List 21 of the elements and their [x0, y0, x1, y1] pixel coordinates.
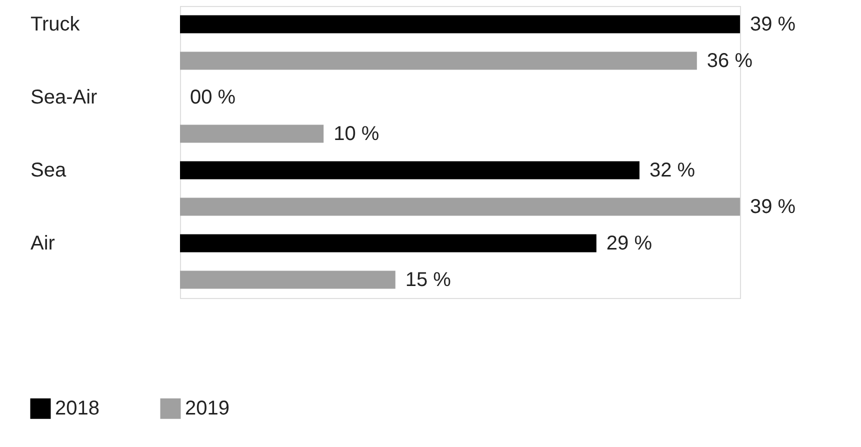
legend-label: 2018	[55, 398, 100, 420]
data-label: 15 %	[405, 268, 452, 291]
bar	[180, 161, 640, 180]
y-tick-label: Truck	[30, 14, 81, 36]
data-label: 39 %	[750, 13, 796, 36]
bar	[180, 124, 324, 143]
legend-label: 2019	[185, 398, 230, 420]
data-label: 29 %	[606, 232, 652, 254]
bar	[180, 234, 596, 252]
data-label: 39 %	[750, 196, 796, 218]
data-label: 10 %	[334, 122, 380, 145]
bar	[180, 52, 697, 70]
bar	[180, 270, 396, 289]
y-tick-label: Sea-Air	[30, 86, 98, 108]
data-label: 32 %	[649, 159, 696, 182]
data-label: 00 %	[190, 86, 236, 108]
y-tick-label: Sea	[30, 160, 67, 182]
bar	[180, 15, 740, 34]
y-tick-label: Air	[30, 232, 56, 254]
bar	[180, 198, 740, 216]
data-label: 36 %	[706, 50, 753, 72]
